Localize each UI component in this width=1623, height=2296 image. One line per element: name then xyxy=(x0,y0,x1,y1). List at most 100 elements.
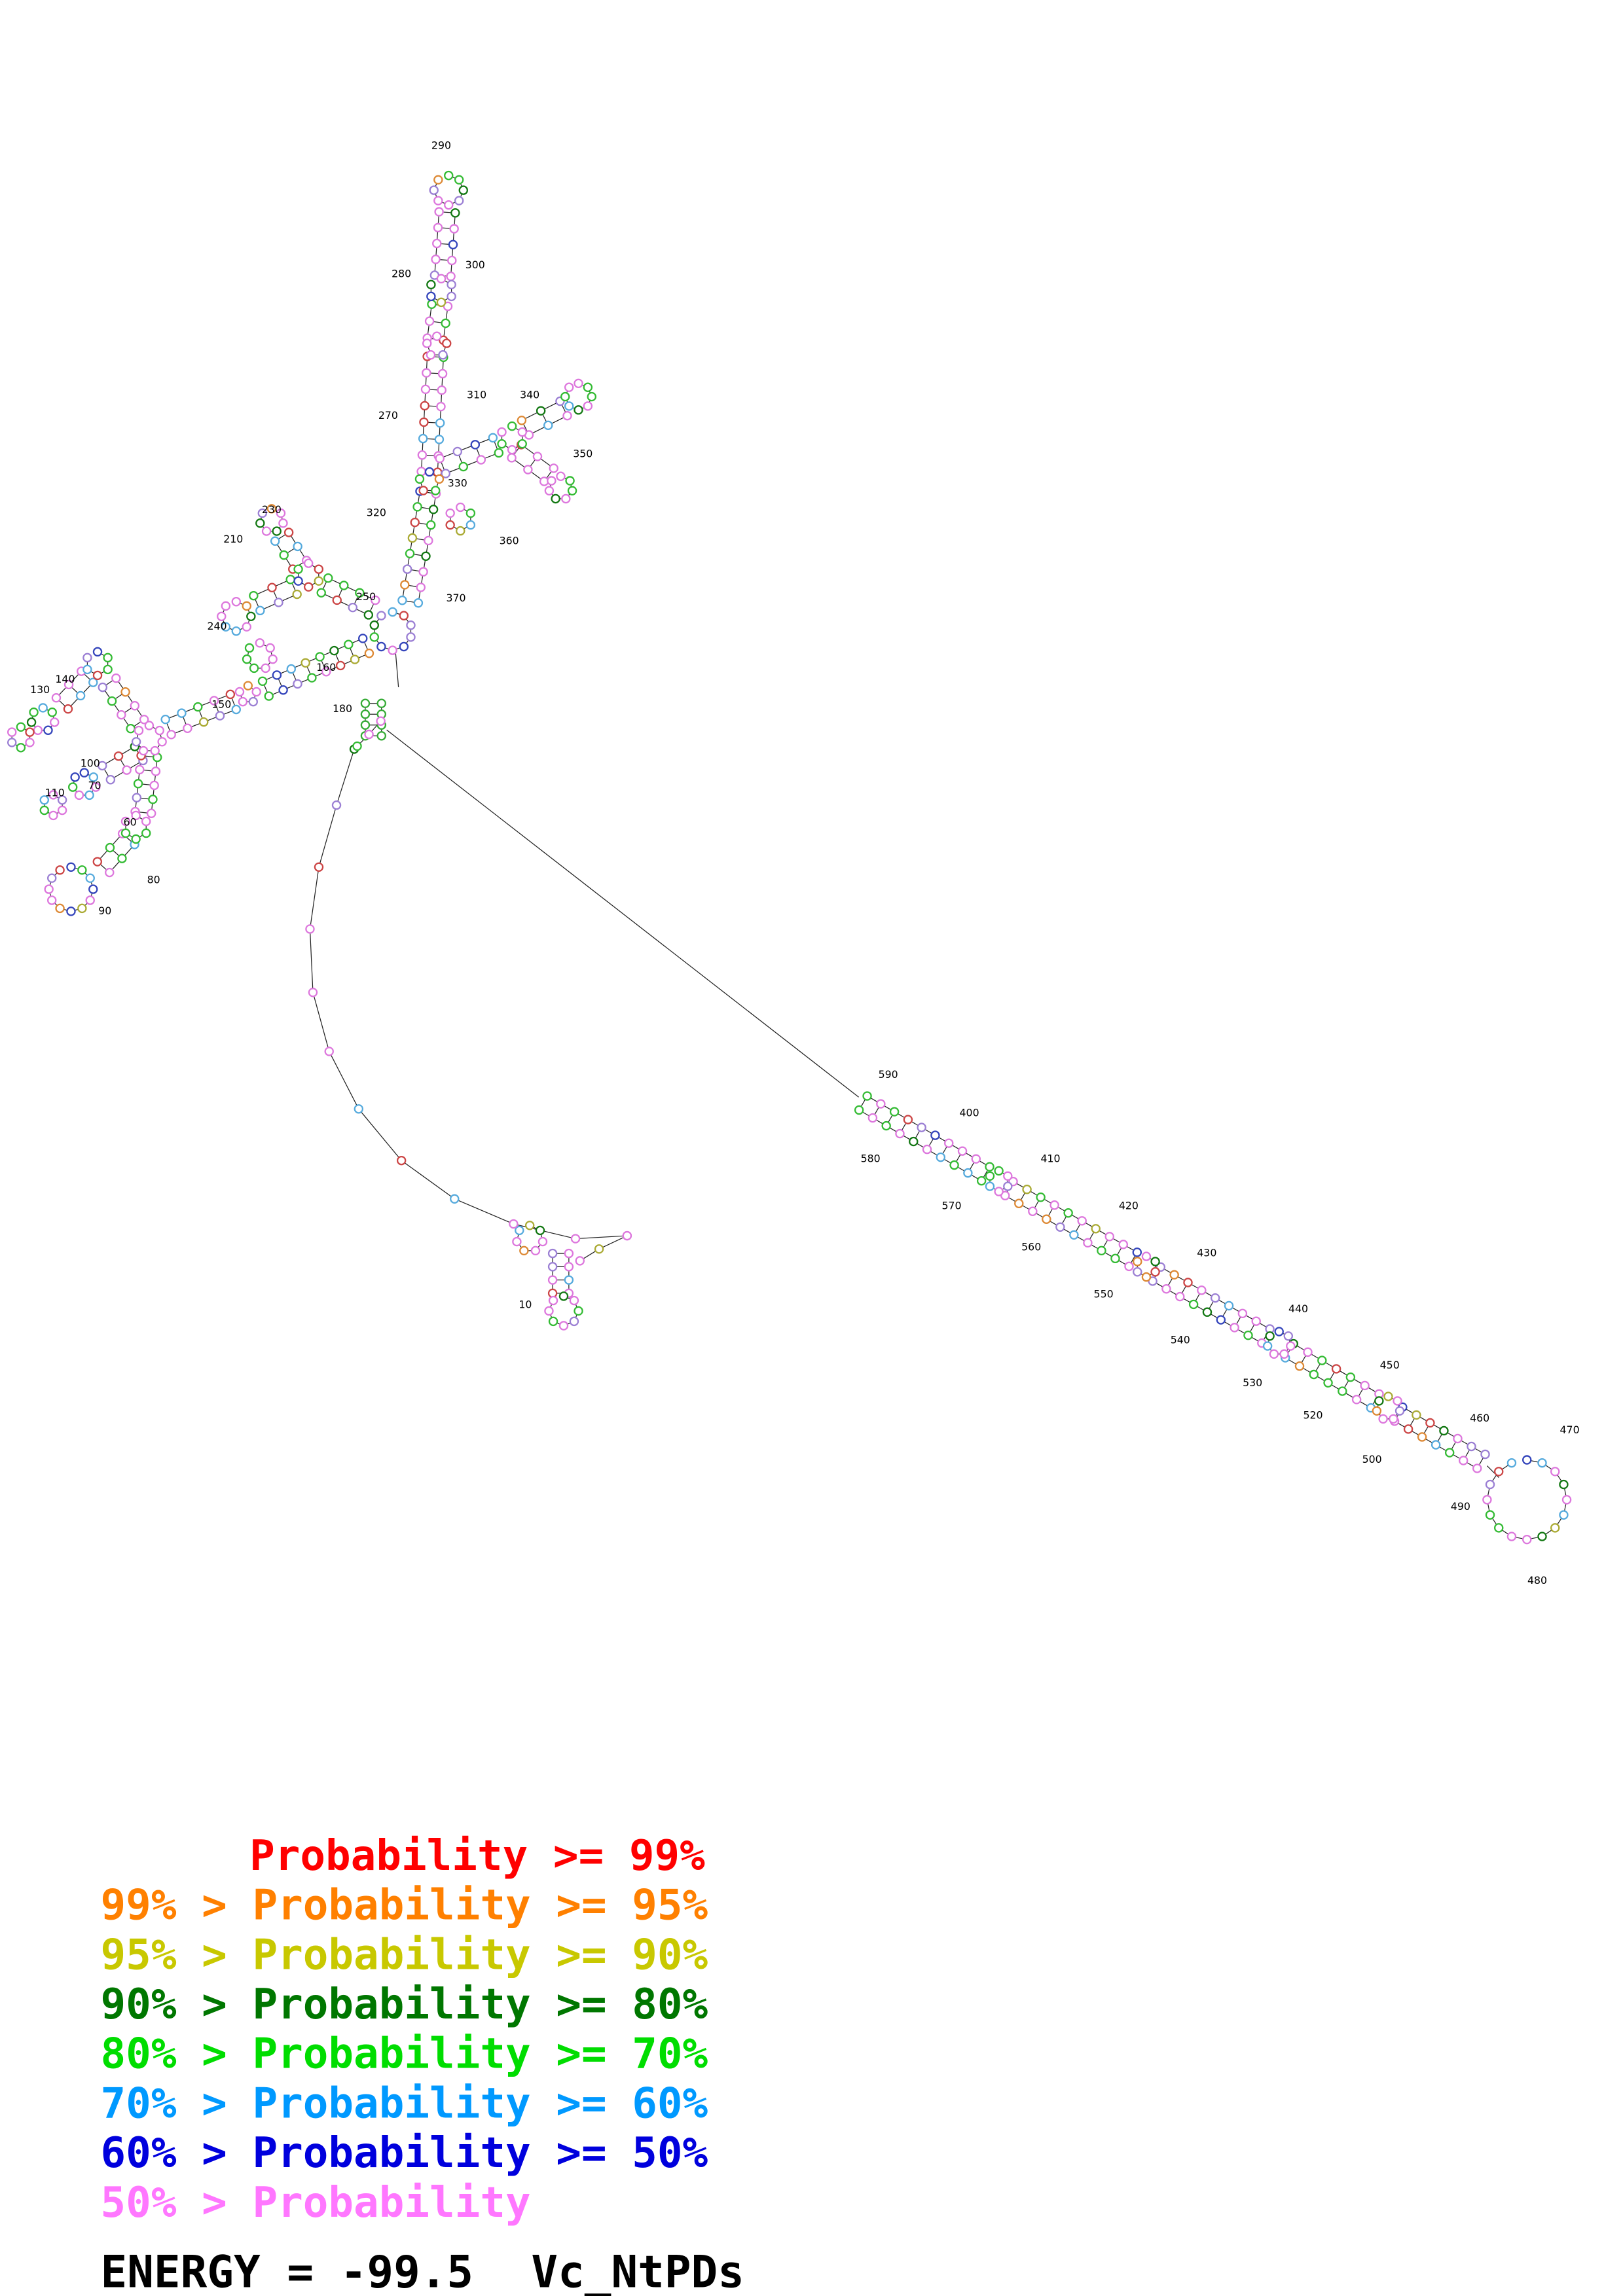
position-label: 520 xyxy=(1303,1408,1322,1421)
nucleotide xyxy=(424,467,435,477)
nucleotide xyxy=(1522,1455,1532,1465)
nucleotide xyxy=(122,765,132,775)
nucleotide xyxy=(134,725,144,736)
nucleotide xyxy=(107,696,117,706)
nucleotide xyxy=(85,873,95,883)
nucleotide xyxy=(509,1219,519,1229)
nucleotide xyxy=(456,502,465,512)
position-label: 140 xyxy=(55,673,75,685)
nucleotide xyxy=(1331,1364,1341,1374)
nucleotide xyxy=(1251,1316,1261,1326)
nucleotide xyxy=(396,1155,407,1166)
nucleotide xyxy=(436,401,446,412)
nucleotide xyxy=(930,1130,940,1140)
nucleotide xyxy=(314,564,324,574)
nucleotide xyxy=(369,620,379,630)
nucleotide xyxy=(436,274,447,284)
nucleotide xyxy=(569,1295,579,1306)
nucleotide xyxy=(193,702,203,712)
nucleotide xyxy=(91,782,101,792)
nucleotide xyxy=(544,486,555,495)
nucleotide xyxy=(131,834,141,844)
nucleotide xyxy=(445,520,455,530)
legend-entry: 90% > Probability >= 80% xyxy=(101,1980,708,2029)
nucleotide xyxy=(376,611,386,620)
nucleotide xyxy=(329,645,339,656)
nucleotide xyxy=(283,528,294,537)
nucleotide xyxy=(25,738,35,747)
nucleotide xyxy=(1150,1267,1160,1277)
nucleotide xyxy=(450,1194,460,1204)
nucleotide xyxy=(412,502,422,512)
nucleotide xyxy=(413,598,424,608)
position-label: 280 xyxy=(392,268,411,280)
nucleotide xyxy=(422,368,431,378)
nucleotide xyxy=(276,508,286,518)
nucleotide xyxy=(399,641,409,652)
nucleotide xyxy=(148,795,158,804)
nucleotide xyxy=(936,1152,946,1162)
nucleotide xyxy=(50,717,60,727)
position-label: 340 xyxy=(520,388,539,401)
nucleotide xyxy=(1049,1200,1059,1210)
nucleotide xyxy=(278,518,288,528)
nucleotide xyxy=(221,601,231,611)
nucleotide xyxy=(138,745,149,756)
nucleotide xyxy=(103,653,113,663)
nucleotide xyxy=(1417,1432,1427,1442)
nucleotide xyxy=(1425,1418,1435,1428)
nucleotide xyxy=(131,737,141,747)
nucleotide xyxy=(517,439,527,449)
nucleotide xyxy=(1559,1510,1569,1520)
nucleotide xyxy=(303,558,314,568)
nucleotide xyxy=(418,567,428,577)
nucleotide xyxy=(242,654,252,664)
nucleotide xyxy=(465,520,476,530)
nucleotide xyxy=(221,622,231,632)
nucleotide xyxy=(1550,1523,1560,1533)
position-label: 70 xyxy=(88,779,101,791)
nucleotide xyxy=(414,474,425,484)
nucleotide xyxy=(1132,1247,1142,1257)
nucleotide xyxy=(166,730,176,740)
nucleotide xyxy=(352,741,362,751)
nucleotide xyxy=(46,895,57,905)
nucleotide xyxy=(564,1248,574,1259)
nucleotide xyxy=(558,1291,569,1301)
nucleotide xyxy=(564,382,574,392)
nucleotide xyxy=(246,611,256,621)
nucleotide xyxy=(1345,1372,1356,1382)
nucleotide xyxy=(583,382,593,392)
position-label: 160 xyxy=(316,661,336,673)
nucleotide xyxy=(1494,1467,1504,1477)
nucleotide xyxy=(1412,1410,1421,1420)
nucleotide xyxy=(407,533,418,543)
nucleotide xyxy=(77,903,87,914)
position-label: 420 xyxy=(1119,1200,1139,1212)
position-label: 570 xyxy=(941,1200,961,1212)
nucleotide xyxy=(507,444,517,455)
nucleotide xyxy=(1243,1331,1253,1340)
nucleotide xyxy=(536,406,546,416)
nucleotide xyxy=(418,433,428,444)
nucleotide xyxy=(344,639,354,649)
nucleotide xyxy=(1383,1391,1393,1401)
nucleotide xyxy=(476,455,486,465)
nucleotide xyxy=(360,720,371,730)
nucleotide xyxy=(1537,1532,1547,1541)
nucleotide xyxy=(117,853,127,863)
nucleotide xyxy=(548,1316,558,1327)
nucleotide xyxy=(1141,1251,1152,1261)
nucleotide xyxy=(266,504,277,514)
nucleotide xyxy=(1323,1378,1333,1388)
nucleotides xyxy=(7,170,1572,1545)
nucleotide xyxy=(215,711,225,721)
nucleotide xyxy=(1262,1341,1273,1351)
nucleotide xyxy=(130,701,140,711)
position-label: 480 xyxy=(1527,1574,1547,1587)
nucleotide xyxy=(286,664,296,674)
nucleotide xyxy=(1202,1307,1213,1317)
nucleotide xyxy=(426,279,436,290)
probability-legend: Probability >= 99%99% > Probability >= 9… xyxy=(101,1831,708,2227)
